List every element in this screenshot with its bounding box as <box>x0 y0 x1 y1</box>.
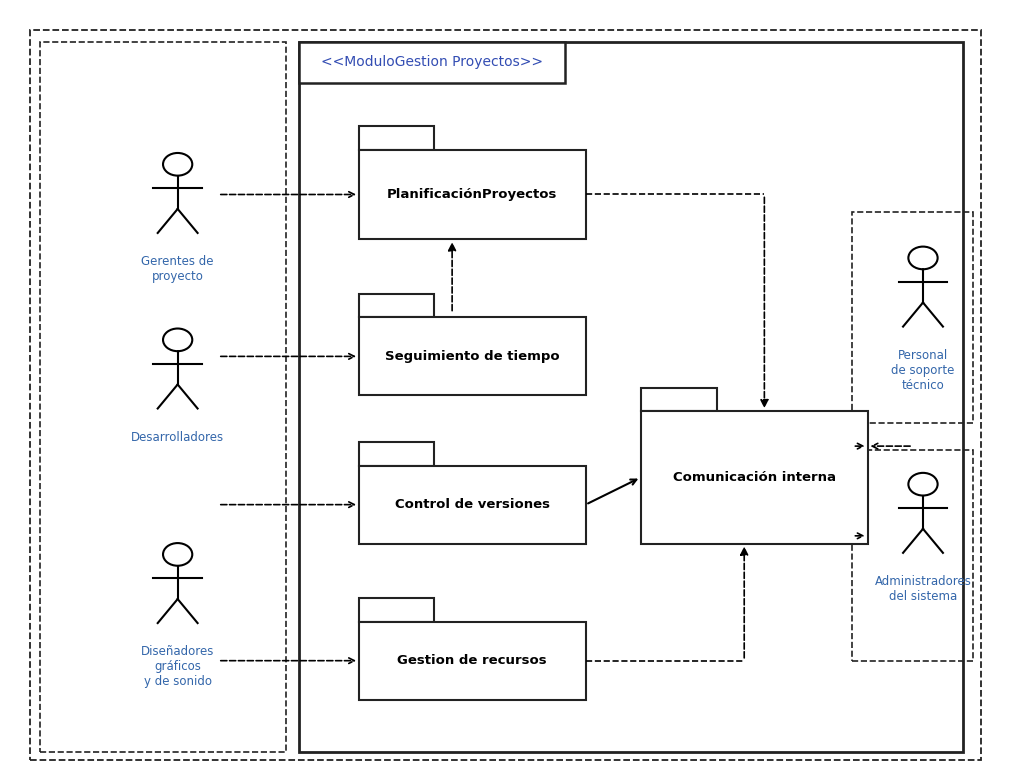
Bar <box>359 126 434 150</box>
Bar <box>299 42 566 82</box>
Text: Personal
de soporte
técnico: Personal de soporte técnico <box>891 348 954 392</box>
Text: Administradores
del sistema: Administradores del sistema <box>875 575 972 603</box>
Bar <box>641 411 868 543</box>
Bar <box>852 450 974 661</box>
Text: Desarrolladores: Desarrolladores <box>131 431 224 443</box>
Bar <box>359 442 434 466</box>
Bar <box>299 42 964 752</box>
Text: Control de versiones: Control de versiones <box>395 498 549 511</box>
Text: <<ModuloGestion Proyectos>>: <<ModuloGestion Proyectos>> <box>321 56 543 69</box>
Text: PlanificaciónProyectos: PlanificaciónProyectos <box>387 188 558 201</box>
Bar <box>359 317 586 395</box>
Text: Gerentes de
proyecto: Gerentes de proyecto <box>141 255 214 283</box>
Text: Comunicación interna: Comunicación interna <box>673 471 836 484</box>
Bar <box>641 388 716 411</box>
Bar <box>359 598 434 622</box>
Text: Gestion de recursos: Gestion de recursos <box>398 654 547 667</box>
Bar <box>359 150 586 240</box>
Bar <box>359 622 586 700</box>
Bar <box>359 466 586 543</box>
Text: Diseñadores
gráficos
y de sonido: Diseñadores gráficos y de sonido <box>141 645 214 688</box>
Bar <box>359 294 434 317</box>
Text: Seguimiento de tiempo: Seguimiento de tiempo <box>385 350 560 363</box>
Bar <box>852 212 974 423</box>
Bar <box>39 42 287 752</box>
